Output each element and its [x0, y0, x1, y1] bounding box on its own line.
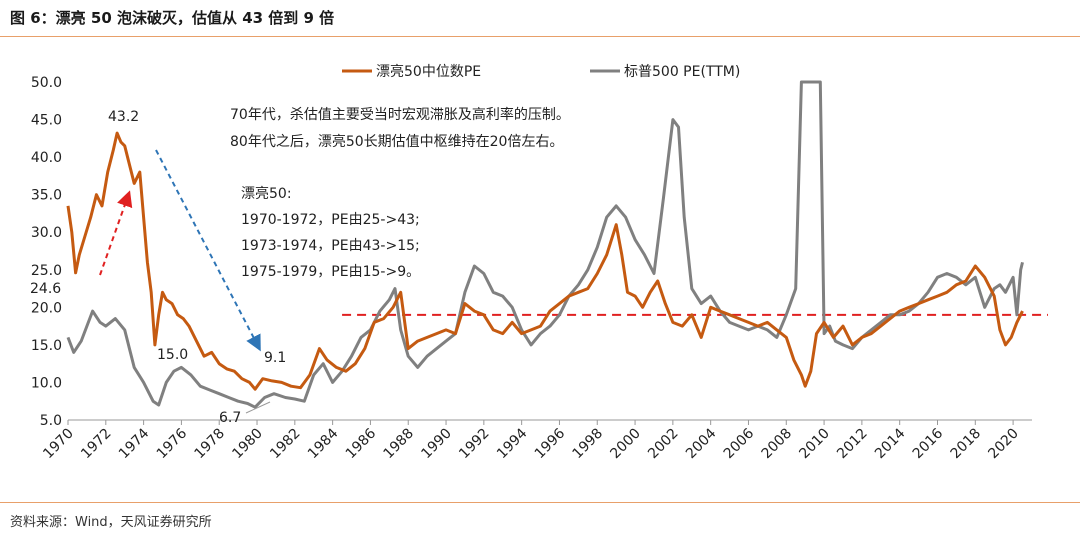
x-tick-label: 2006: [721, 425, 758, 462]
label-mid: 15.0: [157, 347, 188, 363]
x-tick-label: 1986: [343, 425, 380, 462]
annotation-box-line-3: 1975-1979，PE由15->9。: [241, 264, 420, 280]
label-end: 9.1: [264, 350, 286, 366]
annotation-box-line-2: 1973-1974，PE由43->15;: [241, 238, 420, 254]
x-tick-label: 1980: [229, 426, 266, 463]
y-tick-label: 45.0: [31, 113, 62, 129]
x-tick-label: 1982: [267, 426, 304, 463]
label-sp-low: 6.7: [219, 410, 241, 426]
top-rule: [0, 36, 1080, 37]
x-tick-label: 1976: [154, 425, 191, 462]
x-tick-label: 2016: [910, 425, 947, 462]
y-tick-label: 25.0: [31, 263, 62, 279]
x-tick-label: 2008: [759, 426, 796, 463]
pe-chart: 5.010.015.020.025.030.035.040.045.050.0 …: [30, 63, 1048, 462]
x-tick-label: 1988: [381, 426, 418, 463]
label-start: 24.6: [30, 281, 61, 297]
x-tick-label: 2014: [872, 425, 909, 462]
x-tick-label: 1998: [570, 426, 607, 463]
x-tick-label: 1990: [418, 426, 455, 463]
x-tick-label: 1974: [116, 425, 153, 462]
x-tick-label: 1970: [40, 426, 77, 463]
label-peak: 43.2: [108, 109, 139, 125]
up-arrow: [99, 190, 133, 276]
x-tick-label: 1984: [305, 425, 342, 462]
y-tick-label: 30.0: [31, 225, 62, 241]
y-tick-label: 5.0: [40, 413, 62, 429]
y-tick-label: 10.0: [31, 375, 62, 391]
x-tick-label: 1994: [494, 425, 531, 462]
x-tick-label: 2002: [645, 426, 682, 463]
series-group: [66, 80, 1024, 409]
x-tick-label: 2018: [948, 426, 985, 463]
x-tick-label: 1996: [532, 425, 569, 462]
x-tick-label: 2010: [796, 426, 833, 463]
x-tick-label: 1978: [192, 426, 229, 463]
y-axis: 5.0 10.0 15.0 20.0 25.0 30.0 35.0 40.0 45.0 50.0: [31, 75, 62, 429]
y-tick-label: 20.0: [31, 300, 62, 316]
legend: 漂亮50中位数PE 标普500 PE(TTM): [342, 63, 740, 80]
x-tick-label: 2020: [985, 426, 1022, 463]
x-tick-label: 2012: [834, 426, 871, 463]
annotation-note-2: 80年代之后，漂亮50长期估值中枢维持在20倍左右。: [230, 133, 563, 150]
sp-low-leader: [245, 401, 271, 414]
annotation-box-line-1: 1970-1972，PE由25->43;: [241, 212, 420, 228]
down-arrow: [155, 149, 261, 352]
legend-label-sp500: 标普500 PE(TTM): [624, 64, 740, 80]
series-line-sp500: [66, 80, 1024, 409]
x-tick-label: 1972: [78, 426, 115, 463]
annotation-note-1: 70年代，杀估值主要受当时宏观滞胀及高利率的压制。: [230, 106, 570, 123]
y-tick-label: 40.0: [31, 150, 62, 166]
x-tick-label: 2004: [683, 425, 720, 462]
source-note: 资料来源：Wind，天风证券研究所: [10, 515, 212, 530]
series-line-nifty50: [66, 131, 1024, 391]
figure-title: 图 6：漂亮 50 泡沫破灭，估值从 43 倍到 9 倍: [10, 9, 335, 27]
x-tick-label: 2000: [607, 426, 644, 463]
annotation-box-title: 漂亮50:: [241, 185, 292, 202]
y-tick-label: 50.0: [31, 75, 62, 91]
x-tick-label: 1992: [456, 426, 493, 463]
legend-label-nifty: 漂亮50中位数PE: [376, 63, 481, 80]
y-tick-label: 15.0: [31, 338, 62, 354]
bottom-rule: [0, 502, 1080, 503]
x-axis: 1970 1972 1974 1976 1978 1980 1982 1984 1986 1988…: [40, 420, 1022, 462]
y-tick-label: 35.0: [31, 188, 62, 204]
